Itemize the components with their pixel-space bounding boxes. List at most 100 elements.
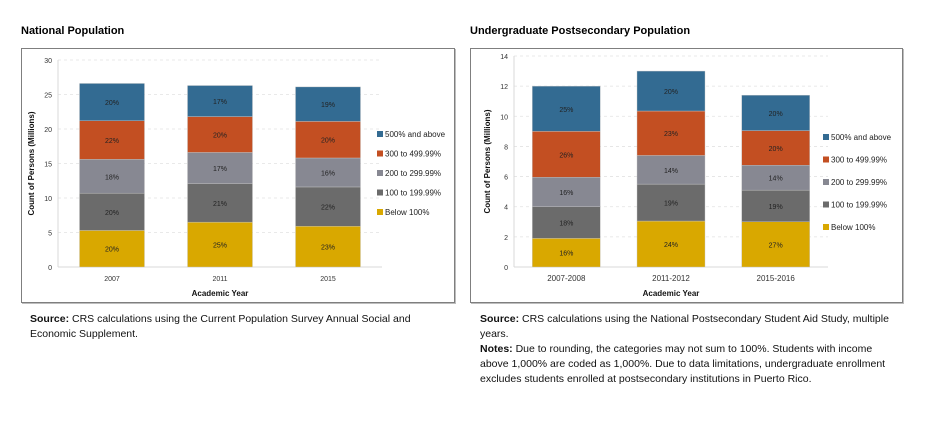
bar-segment (295, 86, 361, 122)
bar-segment (636, 183, 706, 222)
data-label: 23% (664, 131, 678, 138)
data-label: 16% (559, 251, 573, 258)
legend-swatch (823, 224, 829, 230)
chart-national-population: 0 5 10 15 20 25 30 Count of Persons (Millions) 2… (27, 58, 446, 298)
legend-swatch (377, 189, 383, 196)
legend-label: 100 to 199.99% (831, 201, 887, 210)
x-axis-label: Academic Year (192, 289, 249, 298)
y-tick-label: 10 (500, 114, 508, 121)
bar-segment (636, 110, 706, 156)
legend-swatch (377, 131, 383, 137)
data-label: 20% (213, 133, 227, 140)
x-tick-label: 2015-2016 (757, 274, 796, 283)
data-label: 20% (105, 100, 119, 107)
y-tick-label: 2 (504, 235, 508, 242)
chart-undergraduate-population: 0 2 4 6 8 10 12 14 Count of Persons (Millions) 16… (483, 54, 892, 298)
data-label: 19% (664, 201, 678, 208)
y-tick-label: 25 (44, 93, 52, 100)
data-label: 21% (213, 201, 227, 208)
bar-segment (741, 130, 810, 166)
source-text: CRS calculations using the Current Popul… (30, 313, 411, 340)
source-label: Source: (480, 313, 520, 325)
bar-segment (187, 116, 253, 153)
data-label: 19% (321, 102, 335, 109)
y-tick-label: 14 (500, 54, 508, 61)
x-tick-label: 2011 (212, 276, 227, 283)
chart-frame-undergraduate: 0 2 4 6 8 10 12 14 Count of Persons (Millions) 16… (470, 48, 903, 303)
bar-segment (79, 120, 145, 160)
y-axis-label: Count of Persons (Millions) (483, 109, 492, 213)
y-axis-label: Count of Persons (Millions) (27, 111, 36, 215)
bar-segment (187, 85, 253, 117)
bar-segment (741, 94, 810, 131)
data-label: 19% (769, 204, 783, 211)
x-tick-label: 2007 (104, 276, 120, 283)
data-label: 18% (105, 174, 119, 181)
bar-segment (295, 186, 361, 227)
bar-segment (79, 159, 145, 194)
data-label: 23% (321, 245, 335, 252)
data-label: 25% (559, 107, 573, 114)
y-tick-label: 12 (500, 84, 508, 91)
data-label: 14% (664, 168, 678, 175)
legend-swatch (823, 179, 829, 185)
legend-label: 300 to 499.99% (385, 150, 441, 159)
legend-label: 100 to 199.99% (385, 189, 441, 198)
bar-segment (79, 83, 145, 121)
bar-segment (187, 221, 253, 268)
notes-text: Due to rounding, the categories may not … (480, 343, 886, 385)
y-tick-label: 4 (504, 205, 508, 212)
data-label: 17% (213, 166, 227, 173)
legend-swatch (823, 134, 829, 140)
x-tick-label: 2007-2008 (547, 274, 586, 283)
legend-label: 500% and above (385, 130, 446, 139)
bar-segment (532, 131, 601, 178)
legend-label: 200 to 299.99% (831, 178, 887, 187)
bar-segment (741, 165, 810, 191)
y-tick-label: 6 (504, 175, 508, 182)
legend-swatch (377, 170, 383, 176)
y-tick-label: 10 (44, 196, 52, 203)
bar-segment (532, 206, 601, 239)
source-note-national: Source: CRS calculations using the Curre… (30, 312, 440, 342)
legend-swatch (377, 209, 383, 215)
bar-segment (187, 152, 253, 184)
bar-segment (79, 230, 145, 268)
chart-title-undergraduate: Undergraduate Postsecondary Population (470, 25, 691, 37)
bar-segment (636, 220, 706, 268)
source-label: Source: (30, 313, 70, 325)
legend-swatch (377, 150, 383, 157)
data-label: 25% (213, 243, 227, 250)
notes-label: Notes: (480, 343, 513, 355)
y-tick-label: 5 (48, 231, 52, 238)
data-label: 16% (559, 190, 573, 197)
data-label: 20% (769, 111, 783, 118)
bar-segment (741, 189, 810, 222)
bar-segment (636, 155, 706, 185)
x-tick-label: 2015 (320, 276, 336, 283)
data-label: 20% (321, 138, 335, 145)
data-label: 20% (105, 210, 119, 217)
chart-frame-national: 0 5 10 15 20 25 30 Count of Persons (Millions) 2… (21, 48, 455, 303)
data-label: 24% (664, 242, 678, 249)
y-tick-label: 15 (44, 162, 52, 169)
data-label: 20% (664, 89, 678, 96)
bar-segment (532, 85, 601, 132)
legend-label: Below 100% (385, 208, 429, 217)
y-tick-label: 0 (48, 265, 52, 272)
bar-segment (741, 221, 810, 268)
data-label: 20% (105, 247, 119, 254)
data-label: 26% (559, 152, 573, 159)
legend-swatch (823, 201, 829, 208)
legend-label: 500% and above (831, 133, 892, 142)
y-tick-label: 30 (44, 58, 52, 65)
x-tick-label: 2011-2012 (652, 274, 690, 283)
source-text: CRS calculations using the National Post… (480, 313, 889, 340)
data-label: 22% (105, 138, 119, 145)
legend-swatch (823, 156, 829, 163)
bar-segment (636, 70, 706, 112)
bar-segment (532, 177, 601, 207)
legend-label: 200 to 299.99% (385, 169, 441, 178)
source-note-undergraduate: Source: CRS calculations using the Natio… (480, 312, 900, 387)
data-label: 17% (213, 99, 227, 106)
